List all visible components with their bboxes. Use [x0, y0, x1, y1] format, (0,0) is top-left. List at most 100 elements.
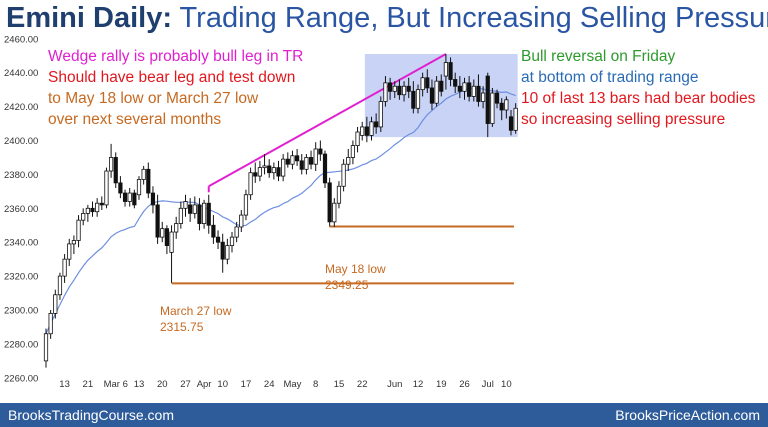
bull-candle [513, 107, 518, 131]
bull-candle [332, 202, 337, 223]
bear-candle [318, 148, 323, 155]
bull-candle [392, 85, 397, 92]
x-tick-label: Jul [482, 379, 494, 390]
bear-candle [374, 121, 379, 128]
bull-candle [48, 313, 53, 335]
x-tick-label: 21 [83, 379, 94, 390]
bull-candle [81, 212, 86, 221]
bear-candle [425, 77, 430, 89]
bull-candle [290, 155, 295, 165]
y-tick-label: 2300.00 [4, 306, 38, 317]
bull-candle [201, 202, 207, 224]
y-tick-label: 2280.00 [4, 339, 38, 350]
bull-candle [471, 85, 476, 97]
bear-candle [90, 207, 95, 213]
bull-candle [225, 245, 230, 260]
bear-candle [439, 80, 444, 92]
bear-candle [299, 160, 304, 170]
bull-candle [229, 236, 235, 247]
bull-candle [355, 131, 360, 146]
bull-candle [420, 77, 425, 91]
bull-candle [53, 294, 58, 314]
bear-candle [397, 85, 402, 96]
bull-candle [350, 145, 356, 158]
bull-candle [304, 157, 309, 170]
y-tick-label: 2320.00 [4, 272, 38, 283]
bull-candle [239, 214, 244, 228]
y-tick-label: 2400.00 [4, 136, 38, 147]
footer-right-link[interactable]: BrooksPriceAction.com [615, 407, 760, 423]
bear-candle [253, 172, 258, 177]
bear-candle [197, 204, 202, 224]
x-tick-label: 26 [459, 379, 470, 390]
bull-candle [504, 99, 509, 111]
bull-candle [109, 157, 114, 172]
candlestick-chart: 2260.00 2280.00 2300.00 2320.00 2340.00 2360.… [4, 34, 518, 390]
chart-title: Emini Daily: Trading Range, But Increasi… [6, 2, 768, 35]
bear-candle [467, 82, 472, 97]
bull-candle [57, 275, 63, 296]
note-right-4: so increasing selling pressure [521, 111, 726, 128]
x-tick-label: 19 [436, 379, 447, 390]
bear-candle [113, 157, 118, 184]
bull-candle [62, 258, 67, 277]
bull-candle [378, 101, 383, 128]
bear-candle [406, 85, 411, 92]
bear-candle [118, 182, 123, 194]
bear-candle [499, 102, 504, 111]
bull-candle [85, 207, 90, 214]
y-tick-label: 2380.00 [4, 170, 38, 181]
x-tick-label: 15 [334, 379, 345, 390]
x-tick-label: 13 [59, 379, 70, 390]
bear-candle [276, 167, 281, 177]
bull-candle [67, 243, 72, 260]
bear-candle [322, 153, 328, 184]
x-tick-label: 24 [264, 379, 275, 390]
title-rest: Trading Range, But Increasing Selling Pr… [179, 2, 768, 34]
footer-left-link[interactable]: BrooksTradingCourse.com [8, 407, 174, 423]
x-tick-label: Jun [387, 379, 402, 390]
notes-right: Bull reversal on Friday at bottom of tra… [521, 46, 755, 130]
bull-candle [341, 163, 346, 187]
y-tick-label: 2360.00 [4, 204, 38, 215]
note-left-2: Should have bear leg and test down [48, 69, 296, 86]
bull-candle [443, 62, 449, 77]
x-tick-label: 20 [157, 379, 168, 390]
annotation-may18-label: May 18 low [325, 262, 386, 276]
bear-candle [155, 204, 160, 238]
bear-candle [267, 165, 272, 174]
y-axis: 2260.00 2280.00 2300.00 2320.00 2340.00 2360.… [4, 34, 38, 384]
bear-candle [453, 79, 458, 87]
note-left-4: over next several months [48, 111, 222, 128]
x-tick-label: 10 [217, 379, 228, 390]
bull-candle [178, 207, 183, 224]
bear-candle [308, 157, 314, 165]
bull-candle [434, 80, 439, 104]
note-right-3: 10 of last 13 bars had bear bodies [521, 90, 756, 107]
bull-candle [313, 148, 318, 165]
bear-candle [411, 90, 416, 109]
note-left-1: Wedge rally is probably bull leg in TR [48, 48, 304, 65]
bull-candle [243, 194, 249, 216]
bear-candle [132, 192, 137, 206]
y-tick-label: 2460.00 [4, 34, 38, 45]
bear-candle [150, 192, 156, 206]
bear-candle [429, 87, 435, 104]
bear-candle [494, 92, 500, 104]
bear-candle [211, 224, 216, 238]
x-tick-label: May [283, 379, 301, 390]
bull-candle [192, 204, 197, 214]
bull-candle [369, 121, 374, 136]
bear-candle [206, 202, 211, 226]
bull-candle [234, 226, 239, 238]
bull-candle [43, 333, 49, 362]
bull-candle [490, 92, 495, 124]
bear-candle [364, 126, 369, 136]
bull-candle [136, 179, 142, 196]
bear-candle [387, 82, 393, 92]
x-tick-label: Mar 6 [104, 379, 128, 390]
y-tick-label: 2260.00 [4, 373, 38, 384]
x-tick-label: 10 [501, 379, 512, 390]
bull-candle [346, 157, 351, 165]
bear-candle [146, 168, 151, 194]
